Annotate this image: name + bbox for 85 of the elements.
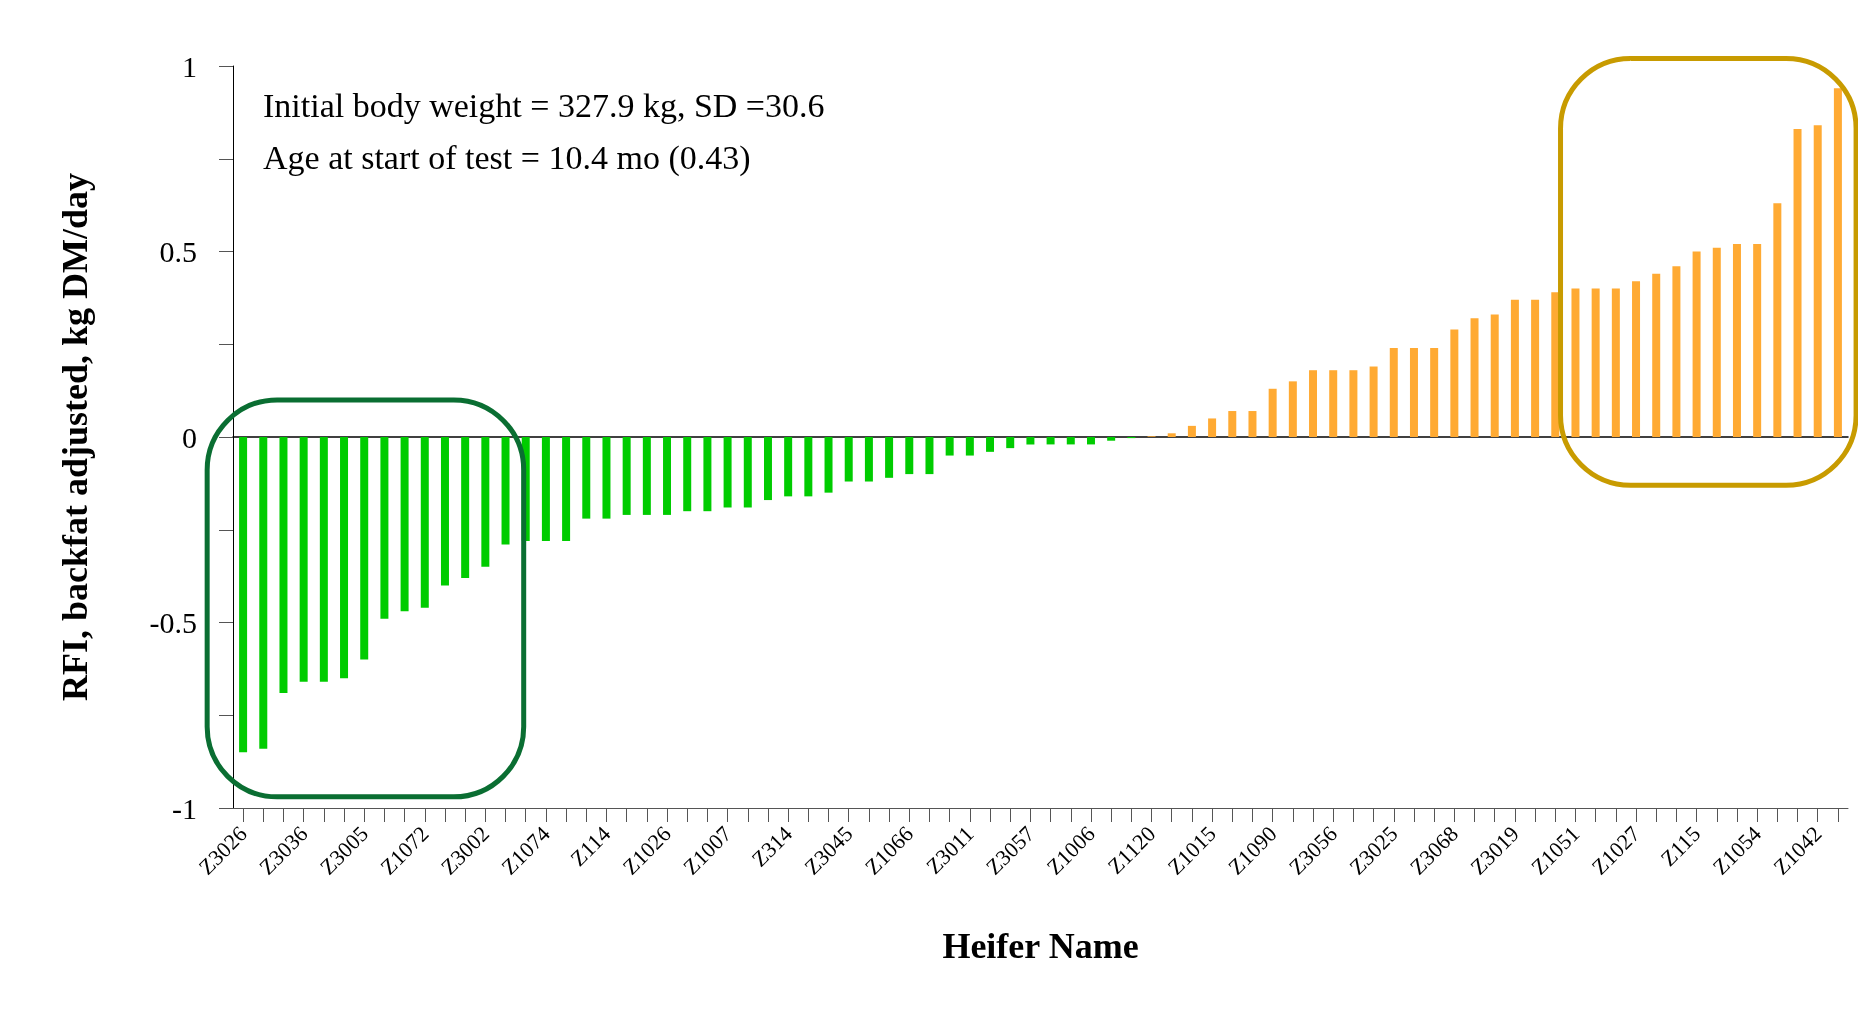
y-tick-label: -1	[172, 791, 197, 825]
bar	[319, 437, 328, 682]
annotation: Initial body weight = 327.9 kg, SD =30.6	[263, 86, 825, 124]
y-tick-label: 0	[182, 420, 197, 454]
bar	[340, 437, 349, 679]
bar	[743, 437, 752, 508]
bar	[1046, 437, 1055, 445]
bar	[1712, 247, 1721, 437]
bar	[965, 437, 974, 456]
bar	[1773, 203, 1782, 437]
bar	[259, 437, 268, 749]
bar	[1369, 366, 1378, 437]
bar	[461, 437, 470, 578]
bar	[1430, 347, 1439, 437]
bar	[1490, 314, 1499, 437]
bar	[582, 437, 591, 519]
bar	[1470, 318, 1479, 437]
bar	[1187, 425, 1196, 437]
bar	[1813, 125, 1822, 437]
annotation: Age at start of test = 10.4 mo (0.43)	[263, 138, 751, 177]
bar	[763, 437, 772, 501]
bar	[1409, 347, 1418, 437]
y-tick-label: 1	[182, 49, 197, 83]
bar	[562, 437, 571, 541]
bar	[683, 437, 692, 512]
bar	[986, 437, 995, 452]
bar	[602, 437, 611, 519]
bar	[1228, 411, 1237, 437]
bar	[663, 437, 672, 515]
bar	[1672, 266, 1681, 437]
x-axis-title: Heifer Name	[942, 926, 1139, 966]
bar	[824, 437, 833, 493]
bar	[1692, 251, 1701, 437]
bar	[239, 437, 248, 753]
bar	[784, 437, 793, 497]
bar	[400, 437, 409, 612]
bar	[622, 437, 631, 515]
bar	[1793, 129, 1802, 437]
bar	[1329, 370, 1338, 437]
bar	[925, 437, 934, 475]
bar	[1309, 370, 1318, 437]
bar	[1006, 437, 1015, 449]
bar	[380, 437, 389, 619]
bar	[1611, 288, 1620, 437]
bar	[1450, 329, 1459, 437]
bar	[1510, 299, 1519, 437]
bar	[885, 437, 894, 478]
y-tick-label: -0.5	[149, 606, 197, 639]
bar	[1632, 281, 1641, 437]
bar	[1753, 244, 1762, 437]
bar	[723, 437, 732, 508]
bar	[1066, 437, 1075, 445]
bar	[804, 437, 813, 497]
bar	[1833, 88, 1842, 437]
bar	[703, 437, 712, 512]
bar	[299, 437, 308, 682]
bar	[1732, 244, 1741, 437]
bar	[1349, 370, 1358, 437]
bar	[1389, 347, 1398, 437]
bar	[1591, 288, 1600, 437]
bar	[420, 437, 429, 608]
bar	[945, 437, 954, 456]
bar	[1086, 437, 1095, 445]
y-axis-title: RFI, backfat adjusted, kg DM/day	[55, 172, 95, 702]
bar	[905, 437, 914, 475]
bar	[1531, 299, 1540, 437]
bar	[1571, 288, 1580, 437]
bar	[844, 437, 853, 482]
bar	[1652, 273, 1661, 437]
bar	[440, 437, 449, 586]
y-tick-label: 0.5	[159, 235, 197, 268]
bar	[481, 437, 490, 567]
bar	[501, 437, 510, 545]
bar	[1026, 437, 1035, 445]
bar	[1167, 433, 1176, 437]
bar	[541, 437, 550, 541]
bar	[360, 437, 369, 660]
bar	[1107, 437, 1116, 441]
bar	[1288, 381, 1297, 437]
bar	[864, 437, 873, 482]
bar	[279, 437, 288, 693]
bar	[642, 437, 651, 515]
bar	[1208, 418, 1217, 437]
bar	[1268, 388, 1277, 437]
bar	[1248, 411, 1257, 437]
